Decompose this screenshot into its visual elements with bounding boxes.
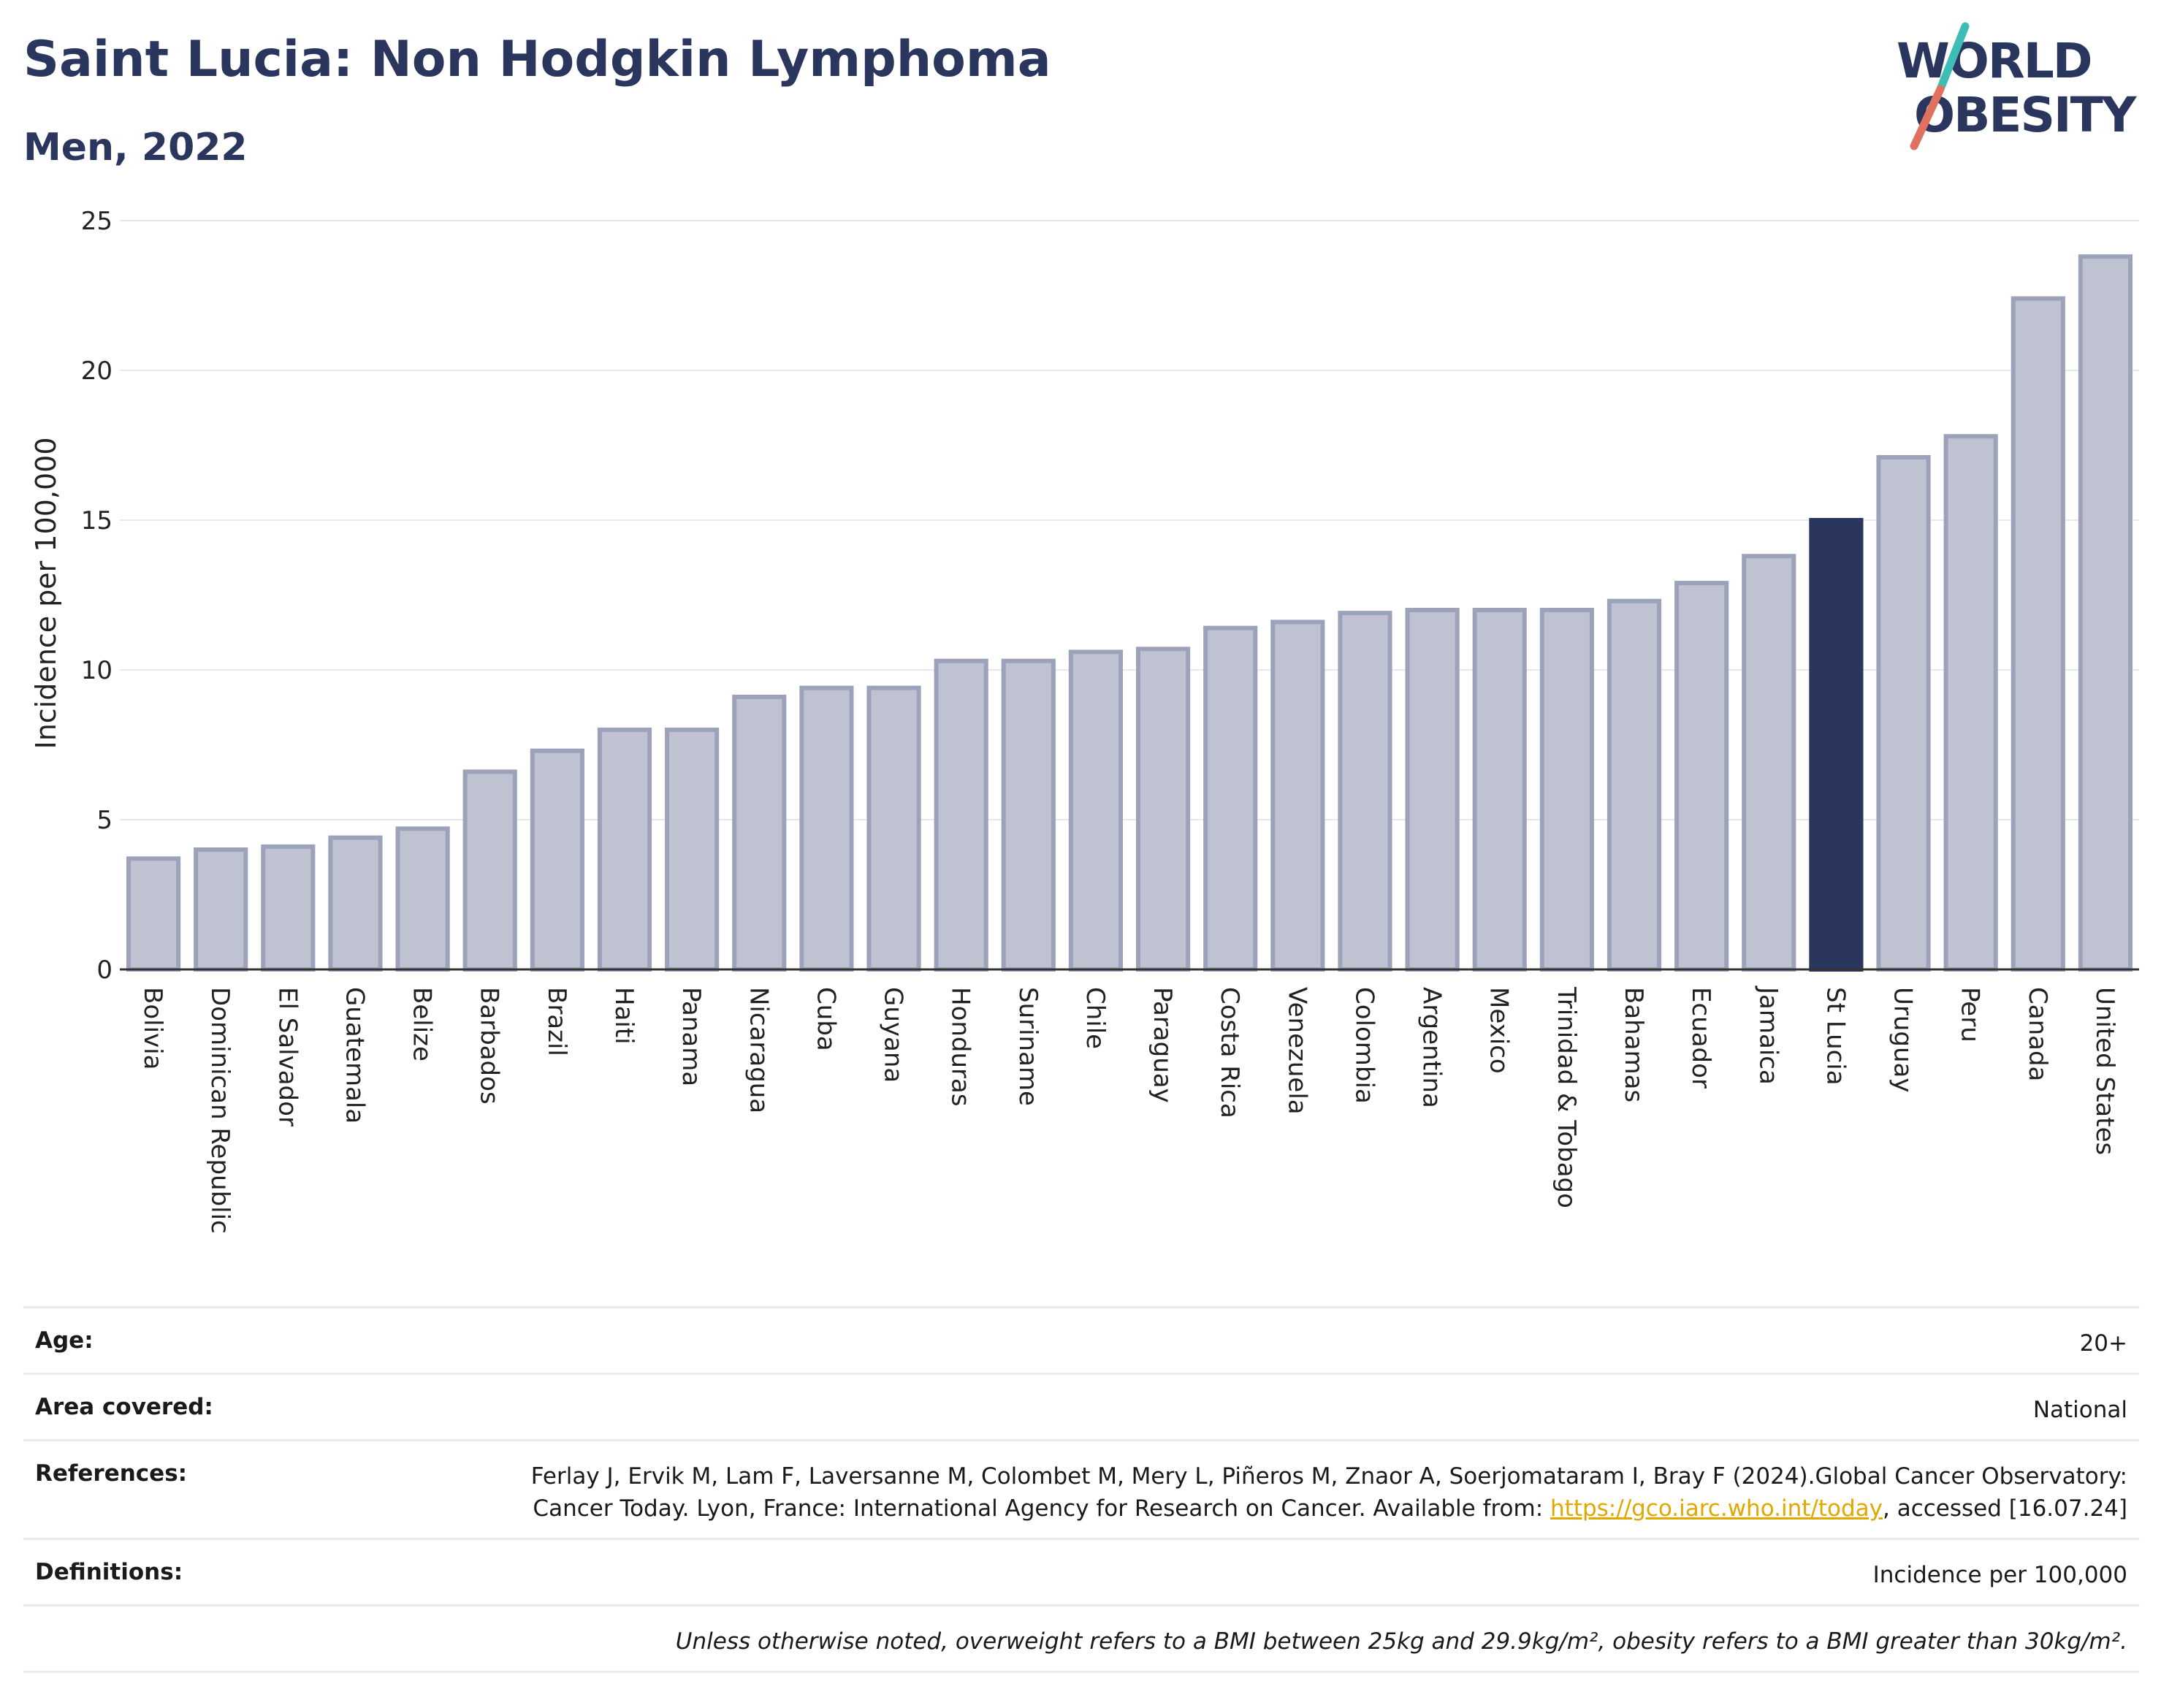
area-value: National — [2032, 1397, 2127, 1423]
bars — [126, 254, 2133, 972]
x-tick-label: Guyana — [879, 987, 908, 1083]
bar — [1943, 434, 1998, 972]
bar-highlight — [1809, 518, 1864, 972]
x-tick-label: St Lucia — [1821, 987, 1850, 1086]
x-tick-label: Suriname — [1013, 987, 1043, 1106]
references-link[interactable]: https://gco.iarc.who.int/today — [1550, 1495, 1883, 1522]
x-tick-label: Haiti — [609, 987, 639, 1045]
x-tick-label: Uruguay — [1889, 987, 1918, 1093]
bar — [2078, 254, 2133, 972]
bar — [1270, 619, 1325, 972]
definitions-label: Definitions: — [35, 1559, 183, 1585]
x-tick-label: Trinidad & Tobago — [1552, 986, 1581, 1208]
info-row-age: Age: 20+ — [23, 1306, 2139, 1373]
age-value: 20+ — [2079, 1330, 2127, 1357]
page-title: Saint Lucia: Non Hodgkin Lymphoma — [23, 31, 1051, 88]
references-text-end: , accessed [16.07.24] — [1882, 1495, 2127, 1522]
world-obesity-logo: WORLD OBESITY — [1897, 22, 2139, 150]
x-tick-label: Bahamas — [1619, 987, 1648, 1102]
x-tick-label: Canada — [2023, 987, 2052, 1081]
svg-text:OBESITY: OBESITY — [1914, 87, 2138, 143]
x-tick-label: Brazil — [542, 987, 571, 1056]
bar — [194, 847, 248, 972]
grid-lines — [120, 220, 2139, 820]
x-tick-label: Barbados — [475, 987, 504, 1105]
bar — [530, 748, 584, 972]
bar — [1001, 658, 1056, 972]
x-tick-label: Cuba — [811, 987, 840, 1051]
x-tick-label: Peru — [1956, 987, 1985, 1042]
x-tick-label: Honduras — [946, 987, 975, 1107]
x-tick-label: Jamaica — [1753, 985, 1783, 1085]
bar — [866, 685, 921, 972]
bar — [665, 728, 720, 972]
bar — [1472, 608, 1527, 972]
y-tick-label: 25 — [81, 207, 113, 236]
svg-text:WORLD: WORLD — [1897, 33, 2092, 89]
bar — [799, 685, 854, 972]
x-tick-label: El Salvador — [272, 987, 302, 1126]
info-row-area: Area covered: National — [23, 1373, 2139, 1439]
bar — [1068, 649, 1124, 972]
y-tick-label: 15 — [81, 506, 113, 535]
bar — [1203, 625, 1258, 972]
bar — [1607, 598, 1662, 972]
x-tick-label: Guatemala — [340, 987, 369, 1124]
bar — [261, 844, 316, 972]
info-row-note: Unless otherwise noted, overweight refer… — [23, 1604, 2139, 1673]
x-tick-label: Nicaragua — [744, 987, 773, 1113]
info-table: Age: 20+ Area covered: National Referenc… — [23, 1306, 2139, 1673]
y-tick-label: 5 — [96, 806, 113, 835]
bar — [732, 694, 787, 972]
x-tick-label: Belize — [408, 987, 437, 1061]
x-tick-label: Panama — [676, 987, 706, 1086]
bar — [2011, 296, 2065, 972]
age-label: Age: — [35, 1327, 94, 1354]
y-axis-ticks: 0 5 10 15 20 25 — [81, 207, 113, 985]
page-subtitle: Men, 2022 — [23, 126, 248, 169]
x-tick-label: Argentina — [1417, 987, 1447, 1108]
area-label: Area covered: — [35, 1394, 213, 1420]
bar — [934, 658, 988, 972]
info-row-references: References: Ferlay J, Ervik M, Lam F, La… — [23, 1439, 2139, 1538]
x-tick-label: Mexico — [1485, 987, 1514, 1074]
x-tick-label: Paraguay — [1148, 987, 1177, 1103]
bar — [1742, 554, 1796, 972]
x-tick-label: Chile — [1080, 987, 1110, 1049]
y-tick-label: 10 — [81, 656, 113, 685]
y-tick-label: 0 — [96, 956, 113, 985]
x-tick-label: United States — [2090, 987, 2119, 1155]
references-text: Ferlay J, Ervik M, Lam F, Laversanne M, … — [530, 1463, 2127, 1522]
x-tick-label: Colombia — [1349, 987, 1379, 1104]
x-tick-label: Ecuador — [1686, 987, 1715, 1089]
x-tick-label: Dominican Republic — [205, 987, 235, 1234]
info-row-definitions: Definitions: Incidence per 100,000 — [23, 1538, 2139, 1604]
bmi-note: Unless otherwise noted, overweight refer… — [675, 1628, 2127, 1655]
x-axis-ticks: Bolivia Dominican Republic El Salvador Guat… — [138, 985, 2119, 1234]
definitions-value: Incidence per 100,000 — [1872, 1562, 2127, 1588]
bar — [126, 856, 181, 972]
references-value: Ferlay J, Ervik M, Lam F, Laversanne M, … — [473, 1460, 2127, 1525]
bar — [462, 769, 517, 972]
bar — [1338, 611, 1392, 972]
y-tick-label: 20 — [81, 357, 113, 386]
bar — [1539, 608, 1594, 972]
bar — [1674, 581, 1729, 972]
bar — [328, 835, 383, 972]
x-tick-label: Venezuela — [1282, 987, 1311, 1115]
references-label: References: — [35, 1460, 188, 1487]
x-tick-label: Bolivia — [138, 987, 167, 1070]
bar — [1135, 647, 1191, 972]
bar-chart: 0 5 10 15 20 25 Bolivia Dominican Republic El S… — [30, 207, 2139, 1234]
bar — [1405, 608, 1460, 972]
x-tick-label: Costa Rica — [1215, 987, 1244, 1118]
bar — [1876, 454, 1931, 972]
bar — [395, 826, 450, 972]
y-axis-label: Incidence per 100,000 — [30, 437, 62, 749]
bar — [597, 728, 652, 972]
